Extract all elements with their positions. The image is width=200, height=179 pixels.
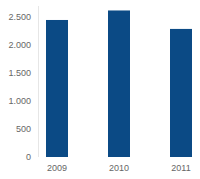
- x-tick-label: 2009: [47, 163, 67, 173]
- bars: [46, 10, 192, 157]
- x-tick-label: 2011: [171, 163, 190, 173]
- y-tick: [36, 101, 38, 102]
- y-axis-line: [38, 6, 39, 157]
- y-tick-label: 500: [16, 124, 31, 134]
- bar: [108, 10, 130, 157]
- x-tick-label: 2010: [109, 163, 129, 173]
- bar: [170, 29, 192, 157]
- y-tick: [36, 17, 38, 18]
- y-tick: [36, 45, 38, 46]
- y-tick-label: 1.500: [8, 68, 31, 78]
- y-tick-label: 2.500: [8, 12, 31, 22]
- y-tick-label: 1.000: [8, 96, 31, 106]
- y-tick: [36, 157, 38, 158]
- y-tick: [36, 73, 38, 74]
- chart-container: 0 500 1.000 1.500 2.000 2.500 2009 2010 2011: [0, 0, 200, 179]
- y-tick: [36, 129, 38, 130]
- chart-svg: 0 500 1.000 1.500 2.000 2.500 2009 2010 2011: [0, 0, 200, 179]
- bar: [46, 20, 68, 157]
- y-tick-label: 0: [26, 152, 31, 162]
- y-tick-label: 2.000: [8, 40, 31, 50]
